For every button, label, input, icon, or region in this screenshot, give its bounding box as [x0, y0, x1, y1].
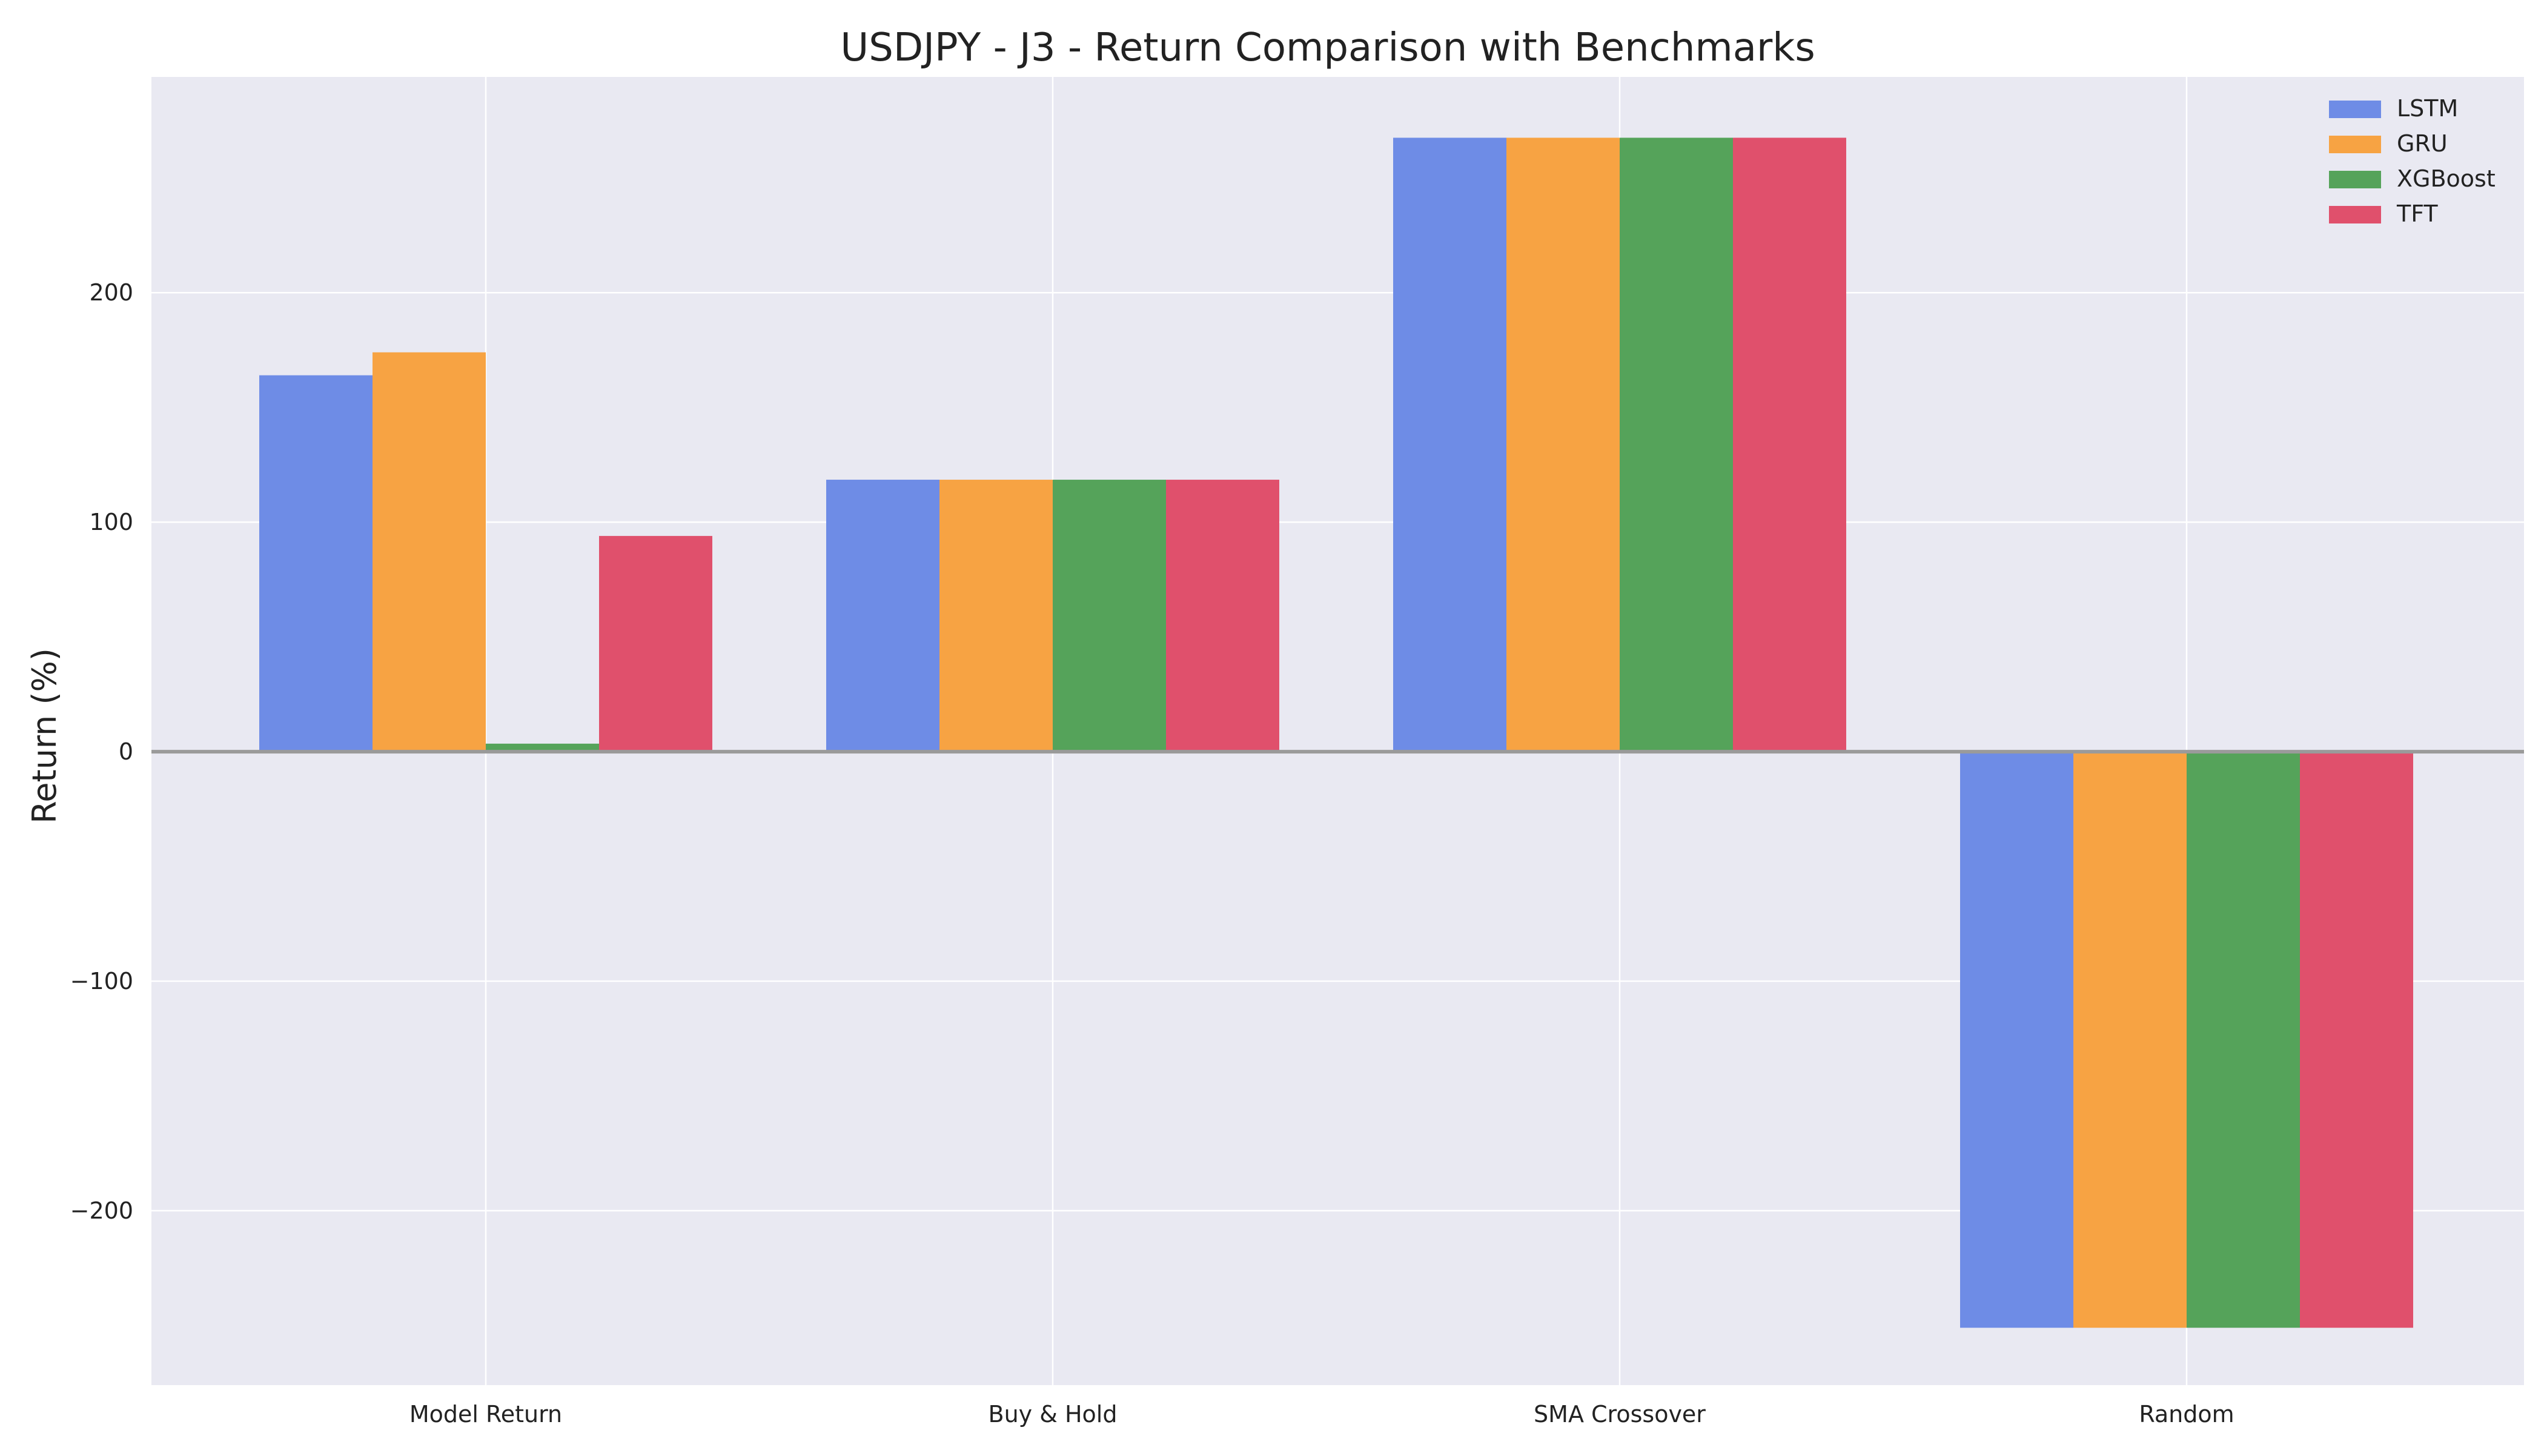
bar-tft-2 — [1166, 480, 1279, 752]
x-tick-label: Model Return — [409, 1401, 562, 1428]
legend-swatch-xgboost — [2329, 171, 2381, 188]
bar-lstm-4 — [1960, 752, 2073, 1328]
bar-tft-4 — [2300, 752, 2413, 1328]
bar-gru-3 — [1506, 137, 1620, 752]
legend-label-tft: TFT — [2396, 200, 2438, 227]
legend-label-gru: GRU — [2397, 130, 2448, 157]
bar-tft-3 — [1733, 137, 1846, 752]
x-tick-label: SMA Crossover — [1534, 1401, 1706, 1428]
bar-xgboost-2 — [1053, 480, 1166, 752]
legend-swatch-tft — [2329, 206, 2381, 223]
bar-gru-1 — [373, 352, 486, 752]
x-tick-label: Buy & Hold — [989, 1401, 1118, 1428]
bar-tft-1 — [599, 535, 712, 752]
y-tick-label: −200 — [70, 1197, 133, 1224]
bar-xgboost-4 — [2187, 752, 2300, 1328]
legend-swatch-lstm — [2329, 101, 2381, 118]
bar-gru-4 — [2073, 752, 2187, 1328]
legend: LSTM GRU XGBoost TFT — [2329, 95, 2496, 227]
bars — [259, 137, 2413, 1328]
y-tick-label: −100 — [70, 968, 133, 994]
x-tick-label: Random — [2139, 1401, 2234, 1428]
chart-title: USDJPY - J3 - Return Comparison with Ben… — [840, 25, 1815, 70]
bar-lstm-1 — [259, 375, 373, 752]
x-axis-ticks: Model Return Buy & Hold SMA Crossover Rando… — [409, 1401, 2234, 1428]
bar-xgboost-3 — [1620, 137, 1733, 752]
bar-lstm-3 — [1393, 137, 1506, 752]
bar-lstm-2 — [826, 480, 939, 752]
y-axis-title: Return (%) — [25, 648, 64, 824]
y-axis-ticks: −200 −100 0 100 200 — [70, 279, 133, 1224]
y-tick-label: 0 — [119, 738, 133, 765]
y-tick-label: 200 — [89, 279, 133, 306]
bar-gru-2 — [939, 480, 1053, 752]
legend-label-lstm: LSTM — [2397, 95, 2458, 122]
legend-label-xgboost: XGBoost — [2397, 165, 2496, 192]
legend-swatch-gru — [2329, 136, 2381, 153]
bar-xgboost-1 — [486, 743, 599, 752]
y-tick-label: 100 — [89, 509, 133, 535]
